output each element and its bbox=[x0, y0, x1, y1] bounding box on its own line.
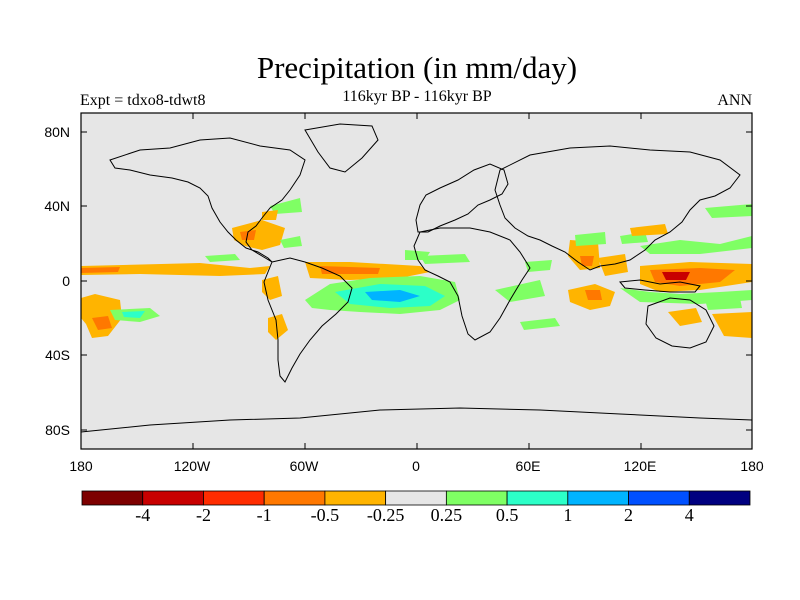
colorbar-swatch bbox=[203, 490, 265, 506]
colorbar-swatch bbox=[385, 490, 447, 506]
lon-tick-60e: 60E bbox=[515, 458, 541, 474]
contour-indian-ocean-dry-core bbox=[585, 290, 602, 300]
colorbar-label: 0.5 bbox=[495, 505, 519, 525]
contour-pacific-itcz bbox=[81, 263, 270, 276]
coast-australia bbox=[645, 297, 715, 349]
lon-tick-0: 0 bbox=[412, 458, 420, 474]
contour-tasman-dry bbox=[712, 312, 752, 338]
coast-north-america bbox=[109, 137, 306, 263]
colorbar-label: -2 bbox=[195, 505, 211, 525]
lat-tick-40n: 40N bbox=[44, 198, 70, 214]
colorbar-label: -4 bbox=[135, 505, 151, 525]
lon-tick-120e: 120E bbox=[623, 458, 657, 474]
colorbar-swatch bbox=[628, 490, 690, 506]
contour-south-pacific-wet bbox=[705, 298, 742, 310]
contour-gulf-core bbox=[240, 230, 256, 240]
colorbar-swatch bbox=[142, 490, 204, 506]
anomaly-contours bbox=[81, 198, 752, 340]
lon-tick-180e: 180 bbox=[740, 458, 764, 474]
lat-tick-eq: 0 bbox=[62, 273, 70, 289]
colorbar-label: -0.25 bbox=[366, 505, 405, 525]
map-title: Precipitation (in mm/day) bbox=[256, 50, 578, 85]
contour-west-pacific-wet-north bbox=[640, 236, 752, 254]
contour-east-africa-wet bbox=[495, 280, 545, 302]
lon-tick-120w: 120W bbox=[173, 458, 211, 474]
colorbar-swatch bbox=[688, 490, 751, 506]
colorbar-swatch bbox=[506, 490, 569, 506]
colorbar-label: -0.5 bbox=[310, 505, 340, 525]
colorbar bbox=[81, 490, 751, 506]
lat-tick-40s: 40S bbox=[45, 347, 70, 363]
experiment-label: Expt = tdxo8-tdwt8 bbox=[80, 92, 206, 109]
colorbar-label: -1 bbox=[256, 505, 272, 525]
contour-india-core bbox=[580, 256, 594, 266]
contour-atlantic-itcz-core bbox=[320, 266, 380, 274]
contour-south-atlantic-wet-core bbox=[365, 290, 420, 302]
colorbar-label: 0.25 bbox=[430, 505, 463, 525]
contour-north-pacific-wet bbox=[705, 204, 752, 218]
coast-indonesia bbox=[619, 279, 701, 293]
colorbar-swatch bbox=[263, 490, 326, 506]
axis-ticks bbox=[80, 113, 753, 449]
contour-pacific-wet-south-core bbox=[122, 311, 145, 318]
colorbar-label: 4 bbox=[684, 505, 694, 525]
colorbar-swatch bbox=[567, 490, 629, 506]
contour-bay-of-bengal bbox=[598, 254, 628, 276]
lon-tick-180w: 180 bbox=[69, 458, 93, 474]
colorbar-swatch bbox=[81, 490, 144, 506]
contour-east-asia-dry bbox=[630, 224, 668, 236]
coast-africa bbox=[413, 227, 531, 341]
contour-indian-ocean-wet-south bbox=[520, 318, 560, 330]
contour-pacific-south-core bbox=[92, 316, 112, 330]
contour-pacific-south bbox=[81, 294, 122, 338]
contour-gulf bbox=[232, 220, 285, 250]
contour-south-america-dry bbox=[268, 314, 288, 340]
lon-tick-60w: 60W bbox=[289, 458, 319, 474]
contour-west-pacific-dry-peak bbox=[662, 272, 690, 280]
colorbar-swatch bbox=[324, 490, 387, 506]
colorbar-swatch bbox=[445, 490, 508, 506]
contour-australia-dry bbox=[668, 308, 702, 326]
contour-arabian-wet bbox=[525, 260, 552, 272]
colorbar-label: 1 bbox=[563, 505, 573, 525]
season-label: ANN bbox=[717, 92, 752, 109]
colorbar-label: 2 bbox=[624, 505, 634, 525]
contour-pacific-itcz-core bbox=[81, 267, 120, 273]
lat-tick-80n: 80N bbox=[44, 124, 70, 140]
contour-west-africa-wet bbox=[420, 254, 470, 264]
contour-indian-ocean-wet bbox=[575, 232, 606, 246]
contour-amazon-north-wet bbox=[405, 250, 430, 260]
coast-greenland bbox=[304, 123, 379, 173]
map-subtitle: 116kyr BP - 116kyr BP bbox=[342, 88, 492, 105]
contour-pacific-wet-north bbox=[205, 254, 240, 262]
coast-europe bbox=[415, 163, 509, 233]
lat-tick-80s: 80S bbox=[45, 422, 70, 438]
coast-asia bbox=[494, 145, 741, 271]
coast-south-america bbox=[263, 257, 353, 383]
coastlines bbox=[81, 123, 752, 449]
coast-antarctica bbox=[81, 407, 752, 449]
contour-caribbean-wet bbox=[280, 236, 302, 248]
